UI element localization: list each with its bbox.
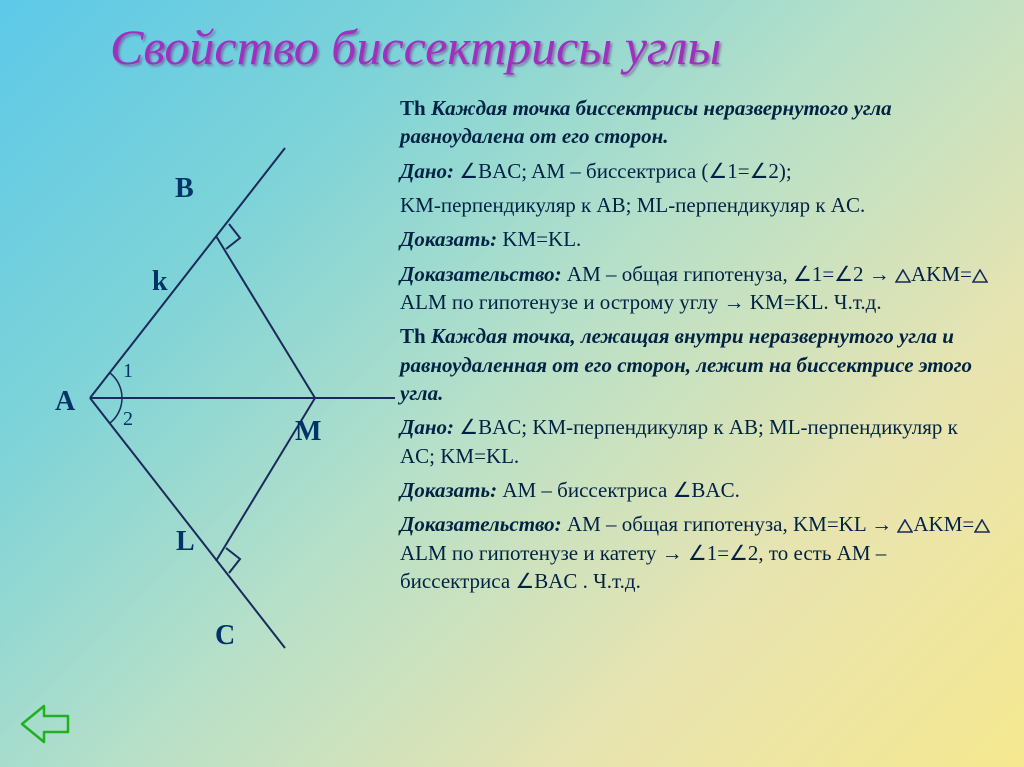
proof1-text-a: AM – общая гипотенуза, ∠1=∠2 → — [562, 262, 895, 286]
prove-2: Доказать: AM – биссектриса ∠BAC. — [400, 476, 994, 504]
proof1-text-b: AKM= — [911, 262, 972, 286]
prove1-kw: Доказать: — [400, 227, 497, 251]
given2-text: ∠BAC; KM-перпендикуляр к AB; ML-перпенди… — [400, 415, 958, 467]
triangle-icon — [972, 269, 988, 283]
prove2-kw: Доказать: — [400, 478, 497, 502]
proof2-text-c: ALM по гипотенузе и катету → ∠1=∠2, то е… — [400, 541, 886, 593]
proof-text: Th Каждая точка биссектрисы неразвернуто… — [400, 88, 1024, 658]
geometry-diagram: A B k M L C 1 2 — [0, 88, 400, 658]
given-2: Дано: ∠BAC; KM-перпендикуляр к AB; ML-пе… — [400, 413, 994, 470]
given1-text-a: ∠BAC; AM – биссектриса (∠1=∠2); — [454, 159, 792, 183]
proof2-kw: Доказательство: — [400, 512, 562, 536]
given-1a: Дано: ∠BAC; AM – биссектриса (∠1=∠2); — [400, 157, 994, 185]
theorem-2: Th Каждая точка, лежащая внутри неразвер… — [400, 322, 994, 407]
proof-2: Доказательство: AM – общая гипотенуза, K… — [400, 510, 994, 595]
page-title: Свойство биссектрисы углы — [0, 0, 1024, 88]
label-B: B — [175, 173, 194, 205]
proof1-kw: Доказательство: — [400, 262, 562, 286]
given1-text-b: KM-перпендикуляр к AB; ML-перпендикуляр … — [400, 193, 865, 217]
ray-AC — [90, 398, 285, 648]
angle-arc-1 — [110, 373, 122, 398]
proof-1: Доказательство: AM – общая гипотенуза, ∠… — [400, 260, 994, 317]
content: A B k M L C 1 2 Th Каждая точка биссектр… — [0, 88, 1024, 658]
th1-prefix: Th — [400, 96, 426, 120]
angle-2-label: 2 — [123, 408, 133, 431]
proof1-text-c: ALM по гипотенузе и острому углу → KM=KL… — [400, 290, 882, 314]
prove2-text: AM – биссектриса ∠BAC. — [497, 478, 740, 502]
prove1-text: KM=KL. — [497, 227, 581, 251]
th2-body-text: Каждая точка, лежащая внутри неразвернут… — [400, 324, 972, 405]
triangle-icon — [974, 519, 990, 533]
label-L: L — [176, 526, 195, 558]
prove-1: Доказать: KM=KL. — [400, 225, 994, 253]
label-M: M — [295, 416, 321, 448]
angle-arc-2 — [110, 398, 122, 423]
label-k: k — [152, 266, 168, 298]
prev-slide-button[interactable] — [20, 704, 70, 749]
given2-kw: Дано: — [400, 415, 454, 439]
label-C: C — [215, 620, 235, 652]
triangle-icon — [897, 519, 913, 533]
theorem-1: Th Каждая точка биссектрисы неразвернуто… — [400, 94, 994, 151]
perp-KM — [216, 236, 315, 398]
th2-prefix: Th — [400, 324, 426, 348]
label-A: A — [55, 386, 75, 418]
proof2-text-b: AKM= — [913, 512, 974, 536]
proof2-text-a: AM – общая гипотенуза, KM=KL → — [562, 512, 898, 536]
given-1b: KM-перпендикуляр к AB; ML-перпендикуляр … — [400, 191, 994, 219]
right-angle-L — [226, 548, 240, 573]
triangle-icon — [895, 269, 911, 283]
right-angle-K — [226, 224, 240, 249]
th1-body-text: Каждая точка биссектрисы неразвернутого … — [400, 96, 892, 148]
angle-1-label: 1 — [123, 360, 133, 383]
given1-kw: Дано: — [400, 159, 454, 183]
arrow-left-icon — [20, 704, 70, 744]
